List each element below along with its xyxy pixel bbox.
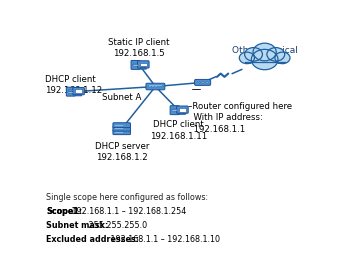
Text: Scope1:: Scope1: (46, 207, 82, 216)
Text: 192.168.1.1 – 192.168.1.254: 192.168.1.1 – 192.168.1.254 (69, 207, 186, 216)
FancyBboxPatch shape (158, 86, 160, 87)
Text: Subnet mask:: Subnet mask: (46, 221, 109, 230)
Circle shape (127, 132, 128, 133)
FancyBboxPatch shape (156, 86, 157, 87)
Text: Scope1: 192.168.1.1 – 192.168.1.254: Scope1: 192.168.1.1 – 192.168.1.254 (46, 207, 196, 216)
FancyBboxPatch shape (172, 109, 177, 110)
FancyBboxPatch shape (73, 88, 84, 95)
FancyBboxPatch shape (195, 79, 211, 85)
FancyBboxPatch shape (140, 62, 147, 66)
FancyBboxPatch shape (133, 64, 138, 65)
Polygon shape (77, 94, 80, 95)
FancyBboxPatch shape (115, 128, 123, 129)
Text: Single scope here configured as follows:: Single scope here configured as follows: (46, 193, 208, 202)
FancyBboxPatch shape (133, 65, 138, 66)
FancyBboxPatch shape (179, 113, 185, 115)
FancyBboxPatch shape (170, 106, 179, 115)
FancyBboxPatch shape (66, 87, 75, 96)
Text: Excluded addresses:: Excluded addresses: (46, 235, 139, 244)
FancyBboxPatch shape (176, 106, 188, 113)
FancyBboxPatch shape (68, 92, 73, 93)
FancyBboxPatch shape (152, 86, 154, 87)
FancyBboxPatch shape (172, 110, 177, 111)
Text: DHCP client
192.168.1.11: DHCP client 192.168.1.11 (150, 120, 207, 140)
FancyBboxPatch shape (149, 85, 161, 86)
Text: Subnet A: Subnet A (102, 93, 141, 102)
FancyBboxPatch shape (115, 125, 123, 126)
Circle shape (245, 48, 262, 61)
FancyBboxPatch shape (179, 108, 186, 112)
FancyBboxPatch shape (206, 82, 208, 83)
FancyBboxPatch shape (140, 68, 147, 69)
FancyBboxPatch shape (113, 123, 130, 128)
FancyBboxPatch shape (76, 95, 82, 96)
Text: –Router configured here
  With IP address:
  192.168.1.1: –Router configured here With IP address:… (188, 102, 292, 134)
FancyBboxPatch shape (146, 83, 165, 90)
Text: Static IP client
192.168.1.5: Static IP client 192.168.1.5 (109, 38, 170, 58)
FancyBboxPatch shape (131, 60, 140, 69)
Circle shape (239, 52, 254, 64)
Text: 255.255.255.0: 255.255.255.0 (86, 221, 147, 230)
Circle shape (251, 49, 278, 70)
FancyBboxPatch shape (245, 54, 285, 62)
Circle shape (127, 128, 128, 129)
Polygon shape (141, 67, 145, 68)
FancyBboxPatch shape (75, 89, 82, 93)
Text: Other physical
subnets: Other physical subnets (232, 46, 298, 66)
FancyBboxPatch shape (137, 61, 149, 68)
Text: DHCP client
192.168.1.12: DHCP client 192.168.1.12 (45, 75, 102, 95)
Text: DHCP server
192.168.1.2: DHCP server 192.168.1.2 (95, 142, 149, 162)
FancyBboxPatch shape (149, 86, 151, 87)
FancyBboxPatch shape (199, 82, 200, 83)
FancyBboxPatch shape (113, 126, 130, 131)
Circle shape (275, 52, 290, 64)
FancyBboxPatch shape (161, 86, 163, 87)
FancyBboxPatch shape (113, 130, 130, 135)
FancyBboxPatch shape (202, 82, 204, 83)
Text: Scope1:: Scope1: (46, 207, 82, 216)
Circle shape (253, 43, 276, 61)
Polygon shape (181, 112, 184, 114)
Text: 192.168.1.1 – 192.168.1.10: 192.168.1.1 – 192.168.1.10 (108, 235, 220, 244)
FancyBboxPatch shape (115, 132, 123, 133)
Circle shape (267, 48, 285, 61)
FancyBboxPatch shape (68, 90, 73, 91)
